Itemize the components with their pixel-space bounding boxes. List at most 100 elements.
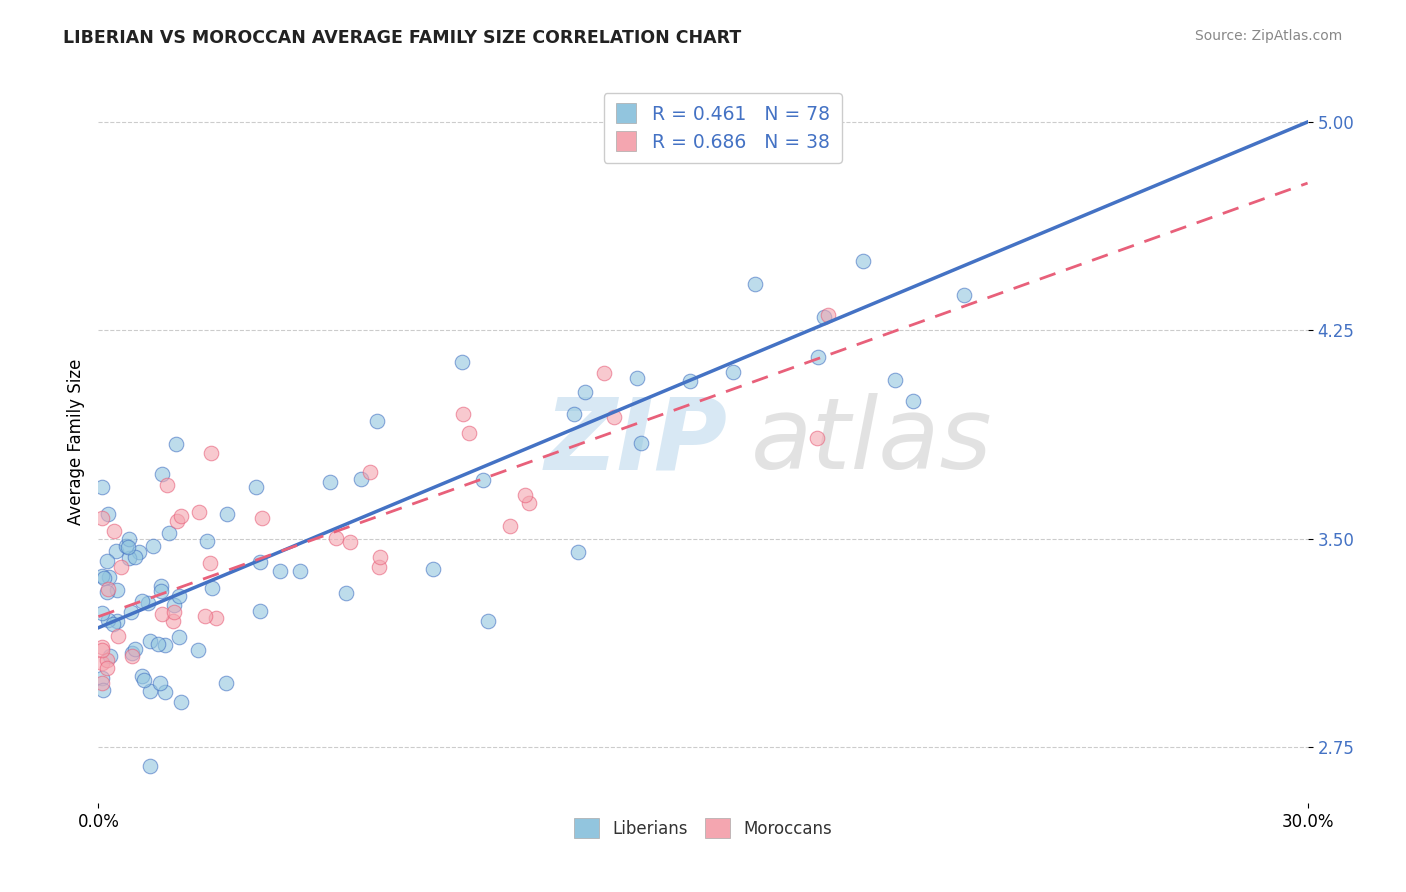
Point — [142, 539, 165, 553]
Point — [335, 586, 357, 600]
Point — [104, 544, 127, 558]
Text: Source: ZipAtlas.com: Source: ZipAtlas.com — [1195, 29, 1343, 44]
Point — [197, 534, 219, 549]
Point — [167, 590, 190, 604]
Point — [149, 579, 172, 593]
Point — [451, 407, 474, 421]
Point — [132, 673, 155, 687]
Point — [592, 366, 614, 380]
Point — [167, 631, 190, 645]
Point — [150, 467, 173, 482]
Point — [121, 649, 143, 664]
Point — [245, 480, 267, 494]
Point — [359, 466, 381, 480]
Point — [150, 583, 173, 598]
Point — [249, 603, 271, 617]
Text: atlas: atlas — [751, 393, 993, 490]
Point — [193, 609, 215, 624]
Point — [148, 637, 170, 651]
Point — [319, 475, 342, 489]
Point — [201, 582, 224, 596]
Point — [626, 371, 648, 385]
Point — [148, 675, 170, 690]
Legend: Liberians, Moroccans: Liberians, Moroccans — [568, 812, 838, 845]
Point — [603, 409, 626, 424]
Point — [138, 684, 160, 698]
Point — [163, 598, 186, 612]
Point — [96, 585, 118, 599]
Point — [817, 308, 839, 322]
Point — [139, 634, 162, 648]
Point — [200, 445, 222, 459]
Point — [118, 532, 141, 546]
Point — [91, 683, 114, 698]
Point — [806, 431, 828, 445]
Point — [153, 685, 176, 699]
Point — [118, 551, 141, 566]
Point — [187, 643, 209, 657]
Point — [477, 614, 499, 628]
Point — [852, 254, 875, 268]
Point — [288, 565, 311, 579]
Point — [96, 553, 118, 567]
Point — [170, 695, 193, 709]
Point — [136, 596, 159, 610]
Point — [499, 518, 522, 533]
Point — [98, 569, 121, 583]
Point — [96, 661, 118, 675]
Point — [107, 629, 129, 643]
Point — [472, 473, 495, 487]
Point — [131, 669, 153, 683]
Point — [110, 560, 132, 574]
Point — [457, 426, 479, 441]
Point — [368, 560, 391, 574]
Point — [451, 355, 474, 369]
Point — [723, 365, 745, 379]
Point — [170, 509, 193, 524]
Point — [138, 759, 160, 773]
Text: LIBERIAN VS MOROCCAN AVERAGE FAMILY SIZE CORRELATION CHART: LIBERIAN VS MOROCCAN AVERAGE FAMILY SIZE… — [63, 29, 741, 47]
Point — [517, 496, 540, 510]
Point — [630, 435, 652, 450]
Point — [91, 675, 114, 690]
Point — [339, 535, 361, 549]
Point — [97, 613, 120, 627]
Point — [198, 556, 221, 570]
Point — [157, 526, 180, 541]
Point — [562, 407, 585, 421]
Point — [91, 480, 114, 494]
Point — [131, 594, 153, 608]
Point — [574, 385, 596, 400]
Point — [162, 614, 184, 628]
Point — [903, 394, 925, 409]
Point — [96, 653, 118, 667]
Point — [93, 570, 115, 584]
Point — [120, 605, 142, 619]
Point — [128, 544, 150, 558]
Point — [103, 524, 125, 538]
Point — [163, 605, 186, 619]
Point — [91, 643, 114, 657]
Point — [884, 372, 907, 386]
Point — [807, 351, 830, 365]
Point — [152, 607, 174, 622]
Point — [117, 540, 139, 554]
Point — [91, 510, 114, 524]
Point — [156, 478, 179, 492]
Point — [513, 488, 536, 502]
Point — [165, 437, 187, 451]
Point — [215, 676, 238, 690]
Point — [269, 564, 291, 578]
Point — [97, 582, 120, 596]
Point — [91, 640, 114, 654]
Point — [105, 614, 128, 628]
Point — [100, 649, 122, 664]
Point — [567, 545, 589, 559]
Point — [813, 310, 835, 324]
Point — [204, 611, 226, 625]
Point — [350, 472, 373, 486]
Point — [97, 507, 120, 521]
Point — [366, 414, 388, 428]
Point — [679, 375, 702, 389]
Point — [744, 277, 766, 292]
